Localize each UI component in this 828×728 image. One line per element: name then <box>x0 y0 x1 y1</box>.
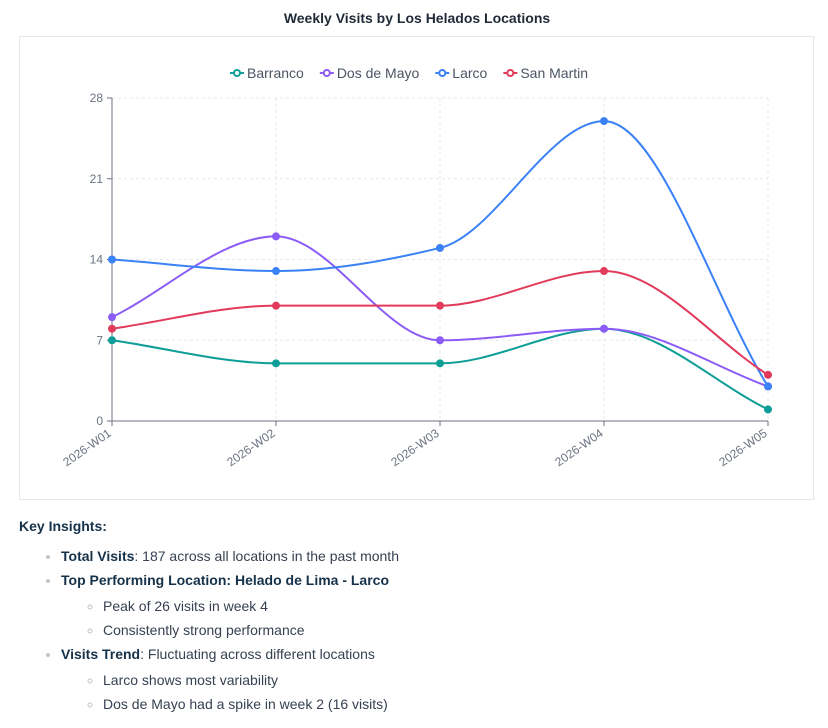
y-tick-label: 14 <box>90 253 104 267</box>
insight-top-location: Top Performing Location: Helado de Lima … <box>61 572 399 639</box>
series-line-dos-de-mayo <box>111 235 769 388</box>
chart-container <box>19 36 814 500</box>
series-line-larco <box>111 120 769 387</box>
y-tick-label: 7 <box>96 333 103 347</box>
data-point <box>436 359 444 368</box>
y-tick-label: 28 <box>90 91 104 105</box>
data-point <box>108 324 116 333</box>
data-point <box>764 382 772 391</box>
data-point <box>764 370 772 379</box>
insight-total: Total Visits: 187 across all locations i… <box>61 548 399 565</box>
legend-icon <box>322 69 331 77</box>
legend-item: San Martin <box>520 65 588 81</box>
x-tick-label: 2026-W01 <box>60 426 114 469</box>
key-insights: Key Insights: Total Visits: 187 across a… <box>19 518 399 720</box>
legend-item: Barranco <box>247 65 304 81</box>
data-point <box>272 267 280 276</box>
line-chart: 0 7 14 21 28 2026-W01 2026-W02 2026-W03 2026-W04… <box>60 65 772 469</box>
data-point <box>272 359 280 368</box>
chart-title: Weekly Visits by Los Helados Locations <box>283 10 551 26</box>
data-point <box>108 336 116 345</box>
series-line-san-martin <box>111 270 769 376</box>
data-point <box>436 301 444 310</box>
legend-icon <box>438 69 447 77</box>
legend-icon <box>233 69 241 77</box>
data-point <box>600 324 608 333</box>
data-point <box>436 336 444 345</box>
insight-sub: Dos de Mayo had a spike in week 2 (16 vi… <box>103 696 399 713</box>
data-point <box>272 301 280 310</box>
legend-icon <box>506 69 515 77</box>
x-tick-label: 2026-W04 <box>552 426 606 469</box>
y-tick-label: 0 <box>96 414 103 428</box>
y-tick-label: 21 <box>90 172 104 186</box>
data-point <box>108 255 116 264</box>
x-tick-label: 2026-W03 <box>388 426 442 469</box>
x-tick-label: 2026-W02 <box>224 426 278 469</box>
legend-item: Larco <box>452 65 487 81</box>
data-point <box>436 243 444 252</box>
x-tick-label: 2026-W05 <box>716 426 770 469</box>
insight-sub: Larco shows most variability <box>103 672 399 689</box>
insights-heading: Key Insights: <box>19 518 107 534</box>
insight-trend: Visits Trend: Fluctuating across differe… <box>61 646 399 713</box>
insight-sub: Peak of 26 visits in week 4 <box>103 598 399 615</box>
data-point <box>764 405 772 414</box>
insight-sub: Consistently strong performance <box>103 622 399 639</box>
data-point <box>108 313 116 322</box>
data-point <box>600 267 608 276</box>
data-point <box>272 232 280 241</box>
data-point <box>600 117 608 126</box>
legend-item: Dos de Mayo <box>337 65 420 81</box>
